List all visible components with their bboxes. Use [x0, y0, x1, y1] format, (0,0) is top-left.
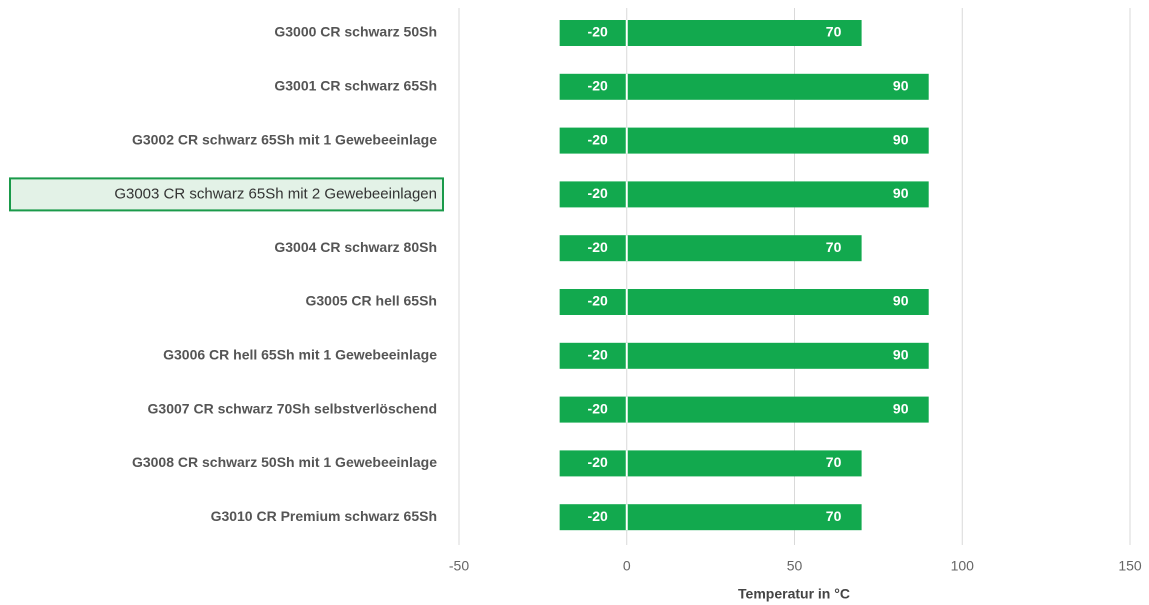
x-tick-label: 100	[951, 558, 975, 574]
category-label: G3002 CR schwarz 65Sh mit 1 Gewebeeinlag…	[132, 131, 437, 147]
bar	[559, 181, 929, 208]
value-label: 90	[893, 78, 909, 94]
category-label: G3004 CR schwarz 80Sh	[274, 239, 437, 255]
value-label: -20	[588, 508, 608, 524]
bar	[559, 504, 862, 531]
bar	[559, 73, 929, 100]
category-label: G3006 CR hell 65Sh mit 1 Gewebeeinlage	[163, 347, 437, 363]
value-label: -20	[588, 24, 608, 40]
x-tick-label: 50	[787, 558, 803, 574]
category-label: G3003 CR schwarz 65Sh mit 2 Gewebeeinlag…	[114, 185, 437, 202]
value-label: 90	[893, 347, 909, 363]
bar	[559, 396, 929, 423]
category-label: G3000 CR schwarz 50Sh	[274, 24, 437, 40]
x-tick-label: 150	[1118, 558, 1142, 574]
bar	[559, 235, 862, 262]
category-label: G3001 CR schwarz 65Sh	[274, 78, 437, 94]
category-label: G3007 CR schwarz 70Sh selbstverlöschend	[148, 400, 437, 416]
category-label: G3010 CR Premium schwarz 65Sh	[211, 508, 437, 524]
value-label: 70	[826, 508, 842, 524]
value-label: 90	[893, 185, 909, 201]
value-label: -20	[588, 78, 608, 94]
value-label: 70	[826, 454, 842, 470]
value-label: -20	[588, 131, 608, 147]
bar	[559, 450, 862, 477]
value-label: 70	[826, 239, 842, 255]
x-tick-label: -50	[449, 558, 469, 574]
value-label: -20	[588, 347, 608, 363]
category-label: G3005 CR hell 65Sh	[305, 293, 437, 309]
x-tick-label: 0	[623, 558, 631, 574]
category-label: G3008 CR schwarz 50Sh mit 1 Gewebeeinlag…	[132, 454, 437, 470]
value-label: 70	[826, 24, 842, 40]
bar	[559, 342, 929, 369]
bar	[559, 127, 929, 154]
value-label: 90	[893, 293, 909, 309]
value-label: -20	[588, 185, 608, 201]
x-axis-title: Temperatur in °C	[738, 586, 850, 602]
value-label: -20	[588, 239, 608, 255]
value-label: 90	[893, 131, 909, 147]
bar	[559, 20, 862, 46]
value-label: 90	[893, 400, 909, 416]
highlight-box	[9, 177, 444, 212]
value-label: -20	[588, 400, 608, 416]
value-label: -20	[588, 454, 608, 470]
value-label: -20	[588, 293, 608, 309]
bar	[559, 289, 929, 315]
